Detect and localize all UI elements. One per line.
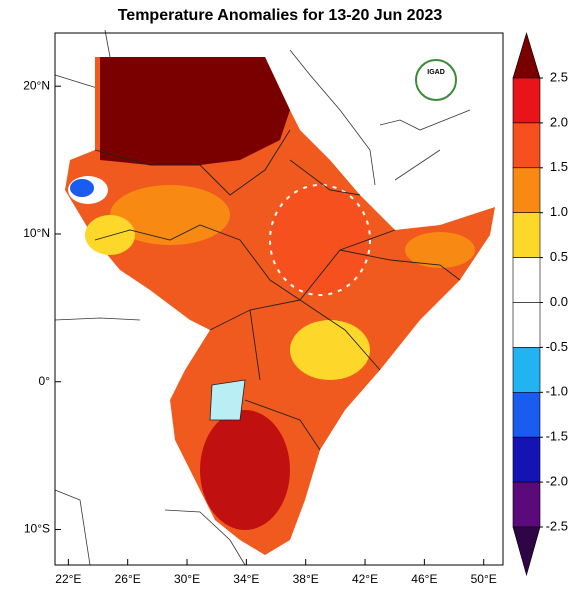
map-title: Temperature Anomalies for 13-20 Jun 2023 xyxy=(118,7,443,24)
colorbar-swatch xyxy=(512,436,541,483)
y-tick-label: 10°S xyxy=(24,522,50,536)
warm-patch xyxy=(290,320,370,380)
colorbar-swatch xyxy=(512,31,541,79)
hot-north xyxy=(100,57,290,165)
lake-victoria xyxy=(209,379,246,421)
colorbar-swatch xyxy=(512,77,541,124)
warm-patch xyxy=(110,185,230,245)
country-borders xyxy=(94,129,461,451)
colorbar-swatch xyxy=(512,257,541,303)
x-tick-label: 34°E xyxy=(233,572,259,586)
colorbar-label: -2.5 xyxy=(546,518,568,533)
colorbar-label: -1.5 xyxy=(546,429,568,444)
colorbar-label: -0.5 xyxy=(546,339,568,354)
colorbar-swatch xyxy=(512,347,541,393)
y-tick-label: 20°N xyxy=(23,78,50,92)
colorbar-swatch xyxy=(512,167,541,214)
colorbar-swatch xyxy=(512,122,541,169)
map-area: IGAD xyxy=(54,29,504,566)
highland-patch xyxy=(269,184,371,296)
x-tick-label: 26°E xyxy=(115,572,141,586)
warm-patch xyxy=(85,215,135,255)
colorbar-swatch xyxy=(512,391,541,438)
colorbar-label: -1.0 xyxy=(546,384,568,399)
other-borders xyxy=(54,29,471,566)
land-anomaly xyxy=(65,57,495,555)
x-tick-label: 22°E xyxy=(55,572,81,586)
colorbar-label: 0.5 xyxy=(550,249,568,264)
colorbar-swatch xyxy=(512,481,541,528)
colorbar-label: -2.0 xyxy=(546,474,568,489)
x-tick-label: 46°E xyxy=(411,572,437,586)
colorbar-label: 2.5 xyxy=(550,69,568,84)
x-tick-label: 30°E xyxy=(174,572,200,586)
colorbar-label: 1.5 xyxy=(550,159,568,174)
colorbar-swatch xyxy=(512,526,541,577)
logo-text: IGAD xyxy=(427,69,445,76)
colorbar-label: 2.0 xyxy=(550,114,568,129)
y-tick-label: 0° xyxy=(39,374,51,388)
logo xyxy=(415,59,457,101)
colorbar-swatch xyxy=(512,212,541,258)
hot-south xyxy=(200,410,290,530)
x-tick-label: 38°E xyxy=(293,572,319,586)
x-tick-label: 50°E xyxy=(471,572,497,586)
y-tick-label: 10°N xyxy=(23,226,50,240)
map-frame xyxy=(54,32,504,566)
colorbar-label: 0.0 xyxy=(550,294,568,309)
cool-patch xyxy=(70,179,94,197)
x-tick-label: 42°E xyxy=(352,572,378,586)
warm-patch xyxy=(405,232,475,268)
colorbar-label: 1.0 xyxy=(550,204,568,219)
colorbar-swatch xyxy=(512,302,541,348)
